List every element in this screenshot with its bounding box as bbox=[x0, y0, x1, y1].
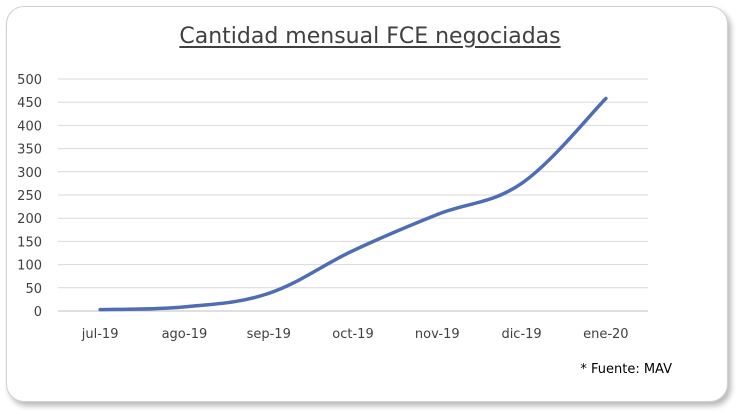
y-tick-label: 400 bbox=[17, 119, 42, 134]
y-tick-label: 150 bbox=[17, 235, 42, 250]
data-point bbox=[435, 212, 439, 216]
gridlines bbox=[58, 78, 648, 312]
y-tick-label: 300 bbox=[17, 166, 42, 181]
series-group bbox=[98, 96, 608, 312]
x-tick-label: jul-19 bbox=[81, 327, 119, 342]
x-axis-ticks: jul-19 ago-19 sep-19 oct-19 nov-19 dic-19 ene-… bbox=[81, 327, 629, 342]
x-tick-label: nov-19 bbox=[415, 327, 460, 342]
y-tick-label: 0 bbox=[34, 305, 42, 320]
y-tick-label: 350 bbox=[17, 143, 42, 158]
source-note: * Fuente: MAV bbox=[580, 362, 672, 377]
x-tick-label: ago-19 bbox=[162, 327, 208, 342]
chart-title: Cantidad mensual FCE negociadas bbox=[179, 24, 561, 49]
data-point bbox=[604, 96, 608, 100]
data-point bbox=[98, 308, 102, 312]
y-tick-label: 450 bbox=[17, 96, 42, 111]
x-tick-label: sep-19 bbox=[247, 327, 291, 342]
data-point bbox=[520, 181, 524, 185]
x-tick-label: ene-20 bbox=[583, 327, 628, 342]
data-point bbox=[182, 305, 186, 309]
y-tick-label: 500 bbox=[17, 73, 42, 88]
x-tick-label: oct-19 bbox=[332, 327, 373, 342]
y-tick-label: 250 bbox=[17, 189, 42, 204]
y-tick-label: 50 bbox=[25, 282, 42, 297]
data-point bbox=[351, 249, 355, 253]
chart-card bbox=[6, 6, 728, 402]
series-line bbox=[98, 96, 608, 312]
y-tick-label: 200 bbox=[17, 212, 42, 227]
data-point bbox=[267, 291, 271, 295]
x-tick-label: dic-19 bbox=[501, 327, 541, 342]
y-tick-label: 100 bbox=[17, 259, 42, 274]
y-axis-ticks: 0 50 100 150 200 250 300 350 400 450 500 bbox=[17, 73, 42, 320]
